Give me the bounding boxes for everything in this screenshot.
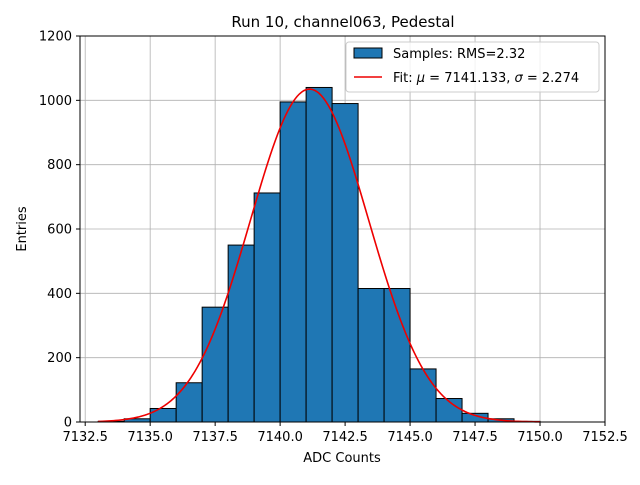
histogram-bar	[227, 244, 255, 423]
fit-curve	[98, 88, 541, 423]
x-tick-label: 7135.0	[127, 430, 173, 445]
fit-curve-group	[98, 88, 541, 423]
histogram-bars	[97, 86, 541, 423]
histogram-bar	[175, 382, 203, 423]
y-tick-label: 200	[47, 351, 72, 366]
legend: Samples: RMS=2.32 Fit: μ = 7141.133, σ =…	[345, 41, 600, 93]
y-tick-label: 1200	[39, 30, 72, 45]
legend-mu-symbol: μ	[416, 71, 425, 86]
y-tick-label: 600	[47, 223, 72, 238]
legend-histogram-swatch	[353, 47, 383, 59]
legend-sigma-value: = 2.274	[523, 71, 579, 86]
histogram-bar	[149, 407, 177, 423]
y-tick-label: 0	[64, 416, 72, 431]
histogram-bar	[201, 306, 229, 423]
x-tick-label: 7142.5	[322, 430, 368, 445]
x-tick-label: 7152.5	[582, 430, 628, 445]
histogram-bar	[357, 288, 385, 423]
y-axis-label: Entries	[15, 206, 30, 252]
x-tick-label: 7147.5	[452, 430, 498, 445]
chart-title: Run 10, channel063, Pedestal	[231, 13, 454, 31]
x-tick-label: 7137.5	[192, 430, 238, 445]
histogram-bar	[409, 368, 437, 423]
x-tick-label: 7145.0	[387, 430, 433, 445]
legend-box	[345, 41, 600, 93]
y-tick-label: 1000	[39, 94, 72, 109]
histogram-bar	[305, 86, 333, 423]
legend-mu-value: = 7141.133,	[425, 71, 514, 86]
histogram-bar	[279, 101, 307, 423]
x-tick-label: 7140.0	[257, 430, 303, 445]
legend-histogram-label: Samples: RMS=2.32	[393, 47, 525, 62]
x-tick-label: 7150.0	[517, 430, 563, 445]
x-axis-label: ADC Counts	[303, 451, 381, 466]
histogram-bar	[253, 192, 281, 423]
x-tick-label: 7132.5	[62, 430, 108, 445]
legend-fit-prefix: Fit:	[393, 71, 417, 86]
legend-sigma-symbol: σ	[515, 71, 524, 86]
x-axis-ticks: 7132.5 7135.0 7137.5 7140.0 7142.5 7145.0 7147…	[62, 422, 628, 445]
y-tick-label: 800	[47, 158, 72, 173]
y-tick-label: 400	[47, 287, 72, 302]
histogram-bar	[331, 103, 359, 423]
y-axis-ticks: 0 200 400 600 800 1000 1200	[39, 30, 80, 431]
legend-fit-label: Fit: μ = 7141.133, σ = 2.274	[393, 71, 579, 86]
